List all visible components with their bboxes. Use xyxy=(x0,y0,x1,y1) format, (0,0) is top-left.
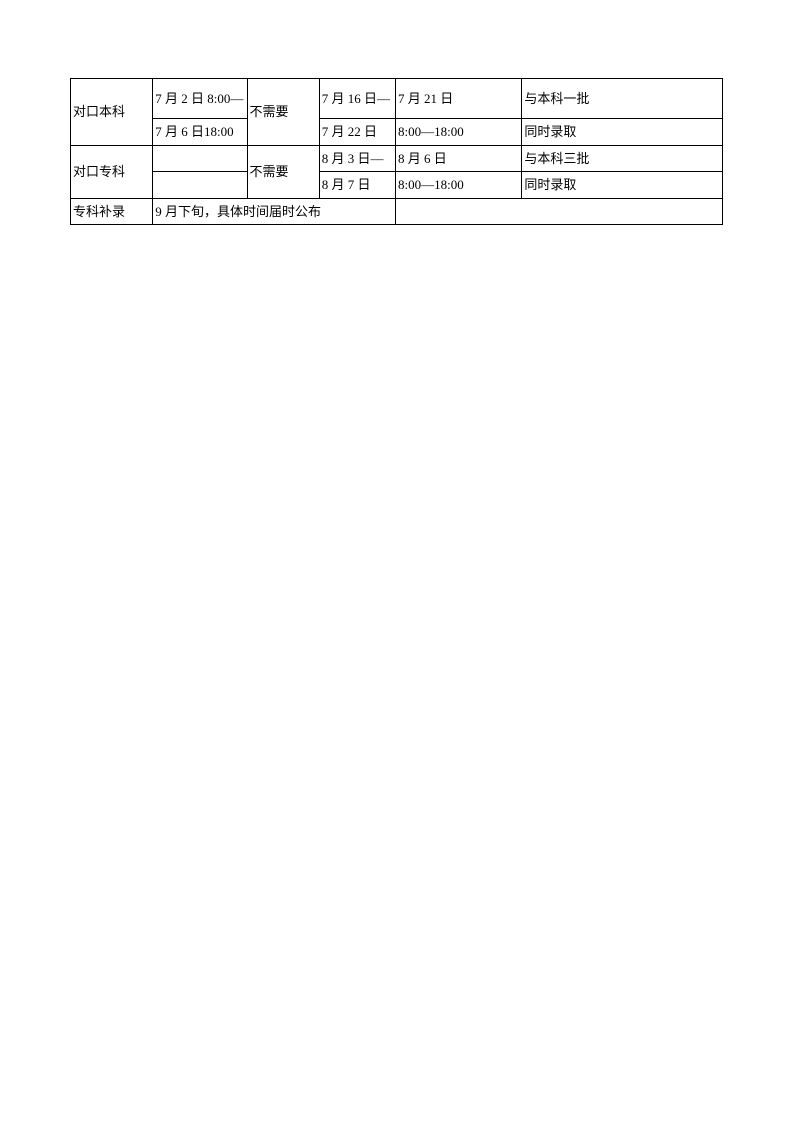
category-cell: 对口本科 xyxy=(71,79,153,146)
table-row: 8 月 7 日 8:00—18:00 同时录取 xyxy=(71,172,723,199)
date-cell: 8 月 6 日 xyxy=(395,145,521,172)
date-cell: 8 月 3 日— xyxy=(319,145,395,172)
merged-info-cell: 9 月下旬，具体时间届时公布 xyxy=(153,198,396,225)
note-cell: 与本科三批 xyxy=(522,145,723,172)
date-cell: 7 月 6 日18:00 xyxy=(153,119,247,146)
requirement-cell: 不需要 xyxy=(247,79,319,146)
date-cell: 7 月 22 日 xyxy=(319,119,395,146)
date-cell xyxy=(153,145,247,172)
time-cell: 8:00—18:00 xyxy=(395,119,521,146)
date-cell xyxy=(153,172,247,199)
schedule-table: 对口本科 7 月 2 日 8:00— 不需要 7 月 16 日— 7 月 21 … xyxy=(70,78,723,225)
table-row: 对口本科 7 月 2 日 8:00— 不需要 7 月 16 日— 7 月 21 … xyxy=(71,79,723,119)
time-cell: 8:00—18:00 xyxy=(395,172,521,199)
date-cell: 7 月 2 日 8:00— xyxy=(153,79,247,119)
note-cell: 与本科一批 xyxy=(522,79,723,119)
requirement-cell: 不需要 xyxy=(247,145,319,198)
empty-cell xyxy=(522,198,723,225)
category-cell: 对口专科 xyxy=(71,145,153,198)
date-cell: 8 月 7 日 xyxy=(319,172,395,199)
note-cell: 同时录取 xyxy=(522,172,723,199)
date-cell: 7 月 21 日 xyxy=(395,79,521,119)
table-row: 对口专科 不需要 8 月 3 日— 8 月 6 日 与本科三批 xyxy=(71,145,723,172)
category-cell: 专科补录 xyxy=(71,198,153,225)
table-row: 7 月 6 日18:00 7 月 22 日 8:00—18:00 同时录取 xyxy=(71,119,723,146)
table-row: 专科补录 9 月下旬，具体时间届时公布 xyxy=(71,198,723,225)
date-cell: 7 月 16 日— xyxy=(319,79,395,119)
note-cell: 同时录取 xyxy=(522,119,723,146)
empty-cell xyxy=(395,198,521,225)
